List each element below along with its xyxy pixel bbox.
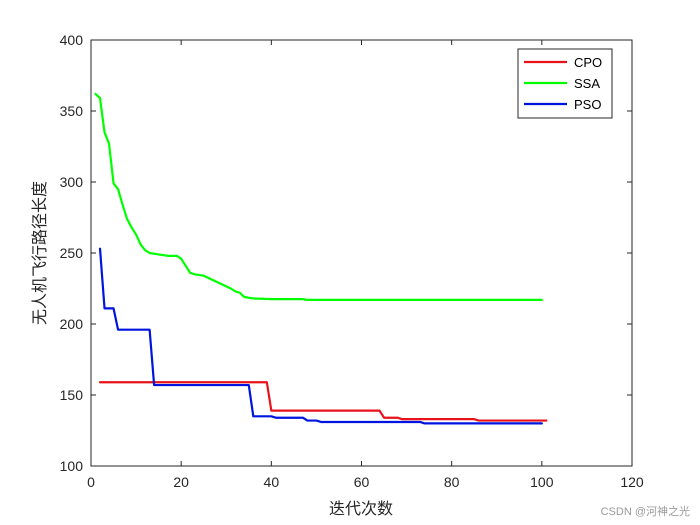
x-tick-label: 0	[87, 474, 95, 490]
x-tick-label: 20	[173, 474, 189, 490]
legend-label-cpo: CPO	[574, 55, 602, 70]
series-line-pso	[98, 247, 543, 425]
series-line-ssa	[94, 92, 543, 301]
legend-label-ssa: SSA	[574, 76, 600, 91]
watermark: CSDN @河神之光	[601, 504, 690, 518]
y-tick-label: 300	[60, 174, 84, 190]
x-tick-label: 40	[264, 474, 280, 490]
x-axis-label: 迭代次数	[329, 499, 393, 518]
x-tick-label: 100	[530, 474, 554, 490]
y-tick-label: 200	[60, 316, 84, 332]
y-tick-label: 100	[60, 458, 84, 474]
x-tick-label: 80	[444, 474, 460, 490]
x-tick-label: 120	[620, 474, 644, 490]
y-axis-label: 无人机飞行路径长度	[30, 181, 49, 325]
y-tick-label: 350	[60, 103, 84, 119]
y-tick-label: 250	[60, 245, 84, 261]
legend: CPO SSA PSO	[517, 48, 613, 119]
y-tick-label: 150	[60, 387, 84, 403]
ticks-layer: 0 20 40 60 80 100 120 100 150 200 250 300 350 400	[60, 32, 644, 490]
x-tick-label: 60	[354, 474, 370, 490]
series-layer	[94, 92, 548, 425]
series-line-cpo	[98, 381, 548, 422]
legend-label-pso: PSO	[574, 97, 601, 112]
y-tick-label: 400	[60, 32, 84, 48]
